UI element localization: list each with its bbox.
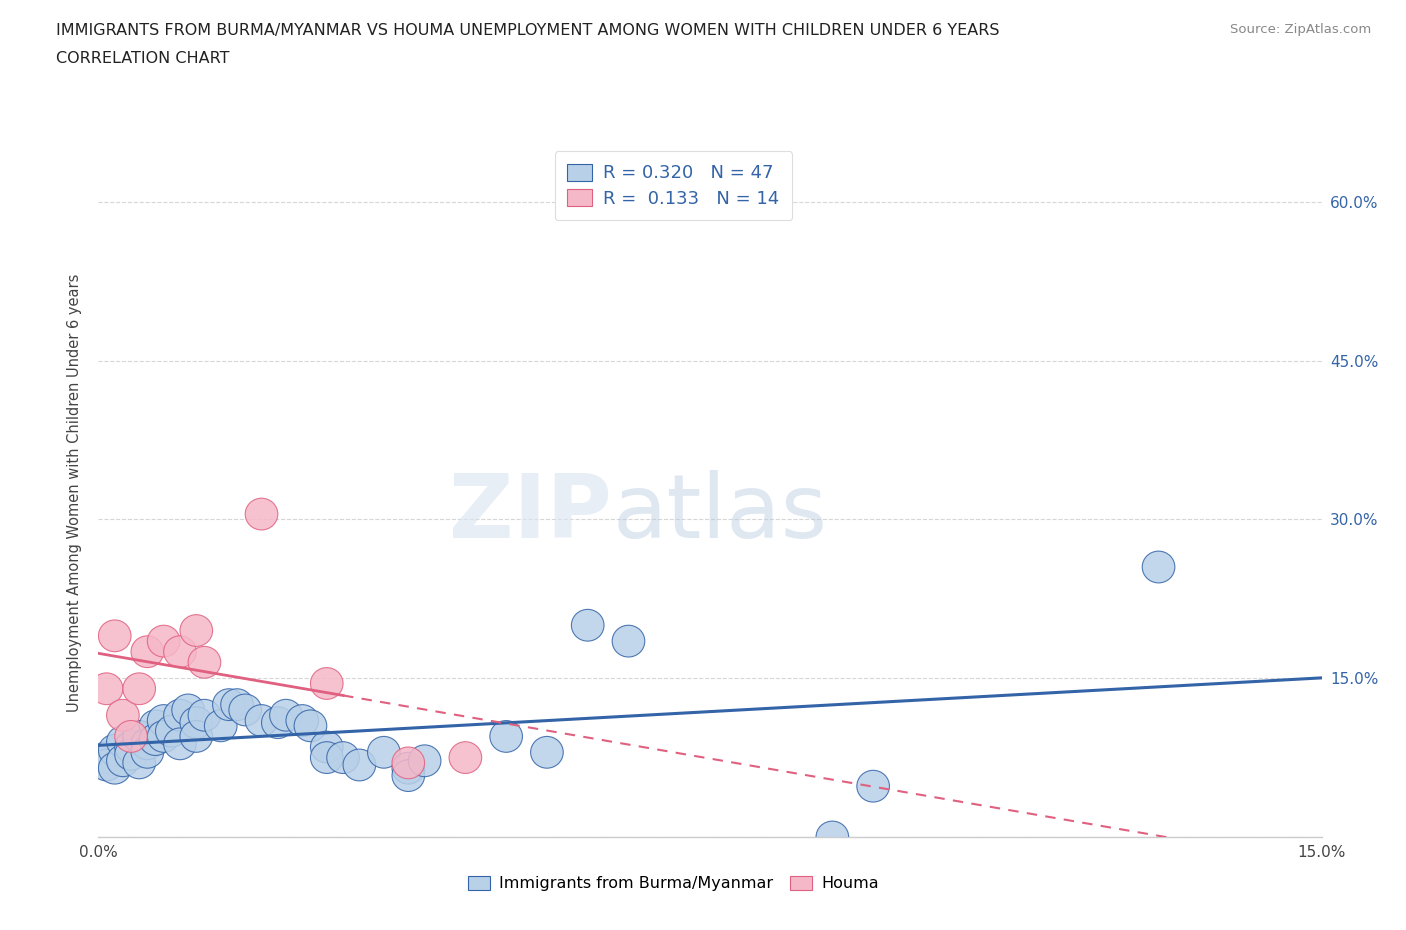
Ellipse shape: [180, 707, 212, 738]
Ellipse shape: [139, 724, 172, 755]
Ellipse shape: [367, 737, 401, 768]
Ellipse shape: [98, 620, 131, 652]
Ellipse shape: [148, 705, 180, 737]
Ellipse shape: [343, 750, 375, 781]
Ellipse shape: [270, 699, 302, 731]
Ellipse shape: [131, 636, 163, 668]
Ellipse shape: [122, 747, 156, 778]
Ellipse shape: [131, 737, 163, 768]
Ellipse shape: [115, 721, 148, 752]
Ellipse shape: [204, 710, 238, 742]
Ellipse shape: [90, 742, 122, 774]
Ellipse shape: [172, 694, 204, 725]
Text: Source: ZipAtlas.com: Source: ZipAtlas.com: [1230, 23, 1371, 36]
Ellipse shape: [311, 731, 343, 763]
Ellipse shape: [139, 710, 172, 742]
Ellipse shape: [571, 609, 605, 641]
Ellipse shape: [392, 747, 425, 778]
Ellipse shape: [294, 710, 326, 742]
Ellipse shape: [180, 615, 212, 646]
Ellipse shape: [148, 625, 180, 657]
Ellipse shape: [107, 725, 139, 758]
Ellipse shape: [188, 646, 221, 678]
Y-axis label: Unemployment Among Women with Children Under 6 years: Unemployment Among Women with Children U…: [66, 273, 82, 712]
Ellipse shape: [98, 752, 131, 784]
Ellipse shape: [90, 673, 122, 705]
Ellipse shape: [392, 760, 425, 791]
Ellipse shape: [856, 770, 890, 802]
Ellipse shape: [262, 707, 294, 738]
Ellipse shape: [115, 731, 148, 763]
Ellipse shape: [163, 699, 197, 731]
Text: ZIP: ZIP: [450, 470, 612, 557]
Ellipse shape: [148, 721, 180, 752]
Ellipse shape: [408, 745, 441, 777]
Ellipse shape: [163, 728, 197, 760]
Ellipse shape: [122, 673, 156, 705]
Ellipse shape: [285, 705, 319, 737]
Ellipse shape: [392, 752, 425, 784]
Ellipse shape: [115, 738, 148, 770]
Legend: Immigrants from Burma/Myanmar, Houma: Immigrants from Burma/Myanmar, Houma: [461, 870, 886, 897]
Ellipse shape: [107, 745, 139, 777]
Ellipse shape: [212, 689, 245, 721]
Ellipse shape: [98, 735, 131, 766]
Ellipse shape: [156, 715, 188, 747]
Ellipse shape: [122, 721, 156, 752]
Ellipse shape: [311, 668, 343, 699]
Ellipse shape: [530, 737, 564, 768]
Ellipse shape: [163, 636, 197, 668]
Ellipse shape: [229, 694, 262, 725]
Ellipse shape: [311, 742, 343, 774]
Ellipse shape: [221, 689, 253, 721]
Ellipse shape: [90, 750, 122, 781]
Ellipse shape: [815, 821, 849, 853]
Ellipse shape: [107, 699, 139, 731]
Ellipse shape: [449, 742, 482, 774]
Ellipse shape: [131, 728, 163, 760]
Ellipse shape: [489, 721, 523, 752]
Ellipse shape: [188, 699, 221, 731]
Ellipse shape: [1142, 551, 1175, 583]
Ellipse shape: [245, 705, 278, 737]
Text: atlas: atlas: [612, 470, 827, 557]
Ellipse shape: [180, 721, 212, 752]
Text: IMMIGRANTS FROM BURMA/MYANMAR VS HOUMA UNEMPLOYMENT AMONG WOMEN WITH CHILDREN UN: IMMIGRANTS FROM BURMA/MYANMAR VS HOUMA U…: [56, 23, 1000, 38]
Ellipse shape: [612, 625, 645, 657]
Text: CORRELATION CHART: CORRELATION CHART: [56, 51, 229, 66]
Ellipse shape: [326, 742, 360, 774]
Ellipse shape: [245, 498, 278, 530]
